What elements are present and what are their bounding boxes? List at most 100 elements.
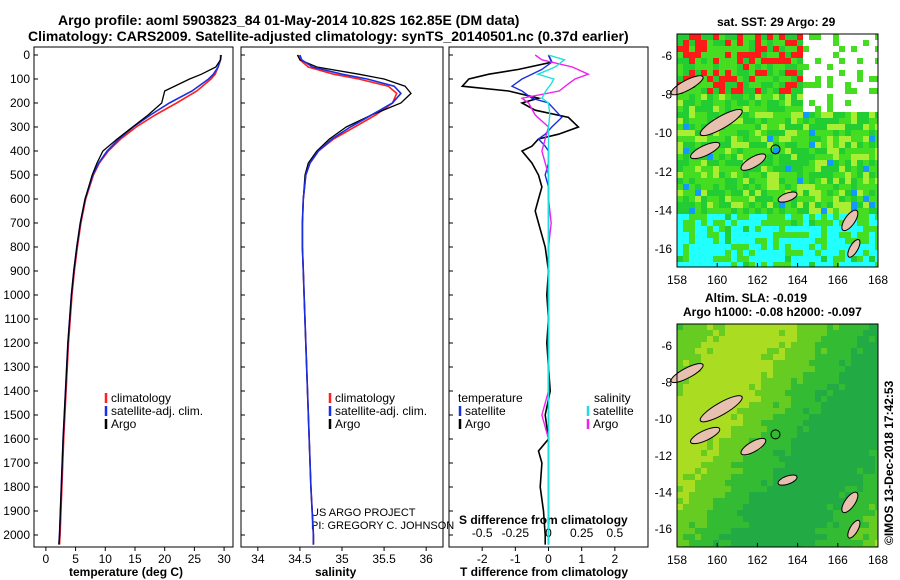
map-cell (773, 444, 779, 450)
map-cell (833, 196, 839, 202)
salinity-legend-label: satellite-adj. clim. (335, 404, 427, 418)
map-cell (857, 330, 863, 336)
map-cell (869, 142, 875, 148)
map-cell (791, 492, 797, 498)
map-cell (683, 58, 689, 64)
map-cell (779, 184, 785, 190)
map-cell (821, 166, 827, 172)
map-cell (743, 94, 749, 100)
map-cell (815, 238, 821, 244)
map-cell (689, 342, 695, 348)
difference-xtick-label: 2 (611, 552, 618, 566)
map-cell (707, 244, 713, 250)
map-cell (731, 124, 737, 130)
map-cell (755, 480, 761, 486)
map-cell (695, 94, 701, 100)
map-cell (713, 70, 719, 76)
map-cell (827, 220, 833, 226)
depth-tick-label: 900 (10, 264, 30, 278)
map-cell (839, 408, 845, 414)
map-cell (791, 172, 797, 178)
map-cell (833, 432, 839, 438)
map-cell (845, 64, 851, 70)
map-cell (689, 426, 695, 432)
map-cell (737, 178, 743, 184)
map-cell (755, 256, 761, 262)
map-cell (803, 202, 809, 208)
map-cell (839, 540, 845, 546)
map-cell (695, 468, 701, 474)
map-cell (683, 244, 689, 250)
map-cell (695, 34, 701, 40)
map-cell (677, 354, 683, 360)
map-cell (839, 172, 845, 178)
map-cell (773, 88, 779, 94)
map-cell (743, 390, 749, 396)
map-cell (773, 534, 779, 540)
map-cell (725, 130, 731, 136)
map-cell (791, 420, 797, 426)
map-cell (677, 432, 683, 438)
map-cell (869, 432, 875, 438)
map-cell (731, 510, 737, 516)
map-cell (857, 492, 863, 498)
map-cell (719, 390, 725, 396)
map-cell (683, 154, 689, 160)
map-cell (827, 112, 833, 118)
map-cell (797, 58, 803, 64)
map-cell (737, 444, 743, 450)
map-cell (689, 396, 695, 402)
map-cell (797, 214, 803, 220)
map-cell (767, 154, 773, 160)
map-cell (839, 378, 845, 384)
map-cell (785, 94, 791, 100)
map-cell (755, 190, 761, 196)
map-cell (857, 324, 863, 330)
map-cell (755, 384, 761, 390)
temperature-legend-label: climatology (111, 391, 171, 405)
map-cell (839, 220, 845, 226)
map-cell (755, 324, 761, 330)
map-cell (749, 330, 755, 336)
map-cell (749, 244, 755, 250)
map-cell (755, 238, 761, 244)
map-cell (713, 190, 719, 196)
map-cell (701, 420, 707, 426)
map-cell (869, 178, 875, 184)
map-cell (869, 528, 875, 534)
map-cell (767, 148, 773, 154)
map-cell (743, 384, 749, 390)
map-cell (725, 360, 731, 366)
map-cell (779, 378, 785, 384)
map-cell (713, 82, 719, 88)
map-cell (701, 372, 707, 378)
map-cell (827, 414, 833, 420)
map-cell (839, 160, 845, 166)
sdiff-legend-label: satellite (593, 404, 634, 418)
map-cell (719, 486, 725, 492)
map-cell (875, 130, 878, 136)
map-cell (773, 408, 779, 414)
map-cell (749, 262, 755, 267)
map-cell (725, 378, 731, 384)
map-cell (827, 70, 833, 76)
map-cell (725, 244, 731, 250)
map-cell (851, 232, 857, 238)
map-cell (767, 34, 773, 40)
map-cell (701, 196, 707, 202)
map-cell (809, 112, 815, 118)
map-cell (803, 438, 809, 444)
map-cell (839, 438, 845, 444)
salinity-xtick-label: 35 (335, 552, 349, 566)
map-cell (761, 220, 767, 226)
map-cell (875, 384, 878, 390)
map-cell (791, 160, 797, 166)
map-cell (737, 372, 743, 378)
map-cell (695, 190, 701, 196)
map-cell (875, 172, 878, 178)
map-cell (791, 148, 797, 154)
map-cell (689, 360, 695, 366)
map-cell (683, 94, 689, 100)
map-cell (797, 414, 803, 420)
argo-float-marker (770, 144, 781, 155)
